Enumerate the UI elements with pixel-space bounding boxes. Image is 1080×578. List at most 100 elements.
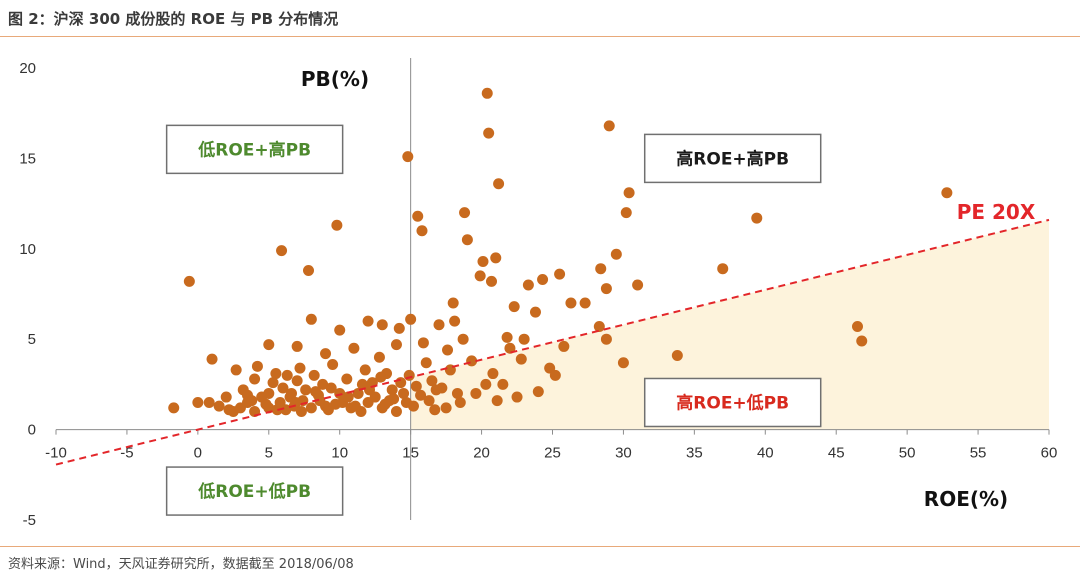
data-point <box>320 348 332 360</box>
data-point <box>276 245 288 257</box>
data-point <box>291 340 303 352</box>
data-point <box>415 389 427 401</box>
data-point <box>565 297 577 309</box>
data-point <box>851 321 863 333</box>
data-point <box>593 321 605 333</box>
data-point <box>260 398 272 410</box>
quadrant-label-box: 低ROE+低PB <box>165 466 344 516</box>
title-divider <box>0 36 1080 37</box>
data-point <box>390 406 402 418</box>
x-tick-label: 10 <box>331 445 348 462</box>
y-tick-label: 0 <box>28 422 36 439</box>
data-point <box>433 319 445 331</box>
quadrant-box-frame <box>643 377 822 428</box>
data-point <box>331 219 343 231</box>
data-point <box>263 339 275 351</box>
quadrant-box-frame <box>643 133 822 184</box>
data-point <box>277 382 289 394</box>
data-point <box>334 324 346 336</box>
y-axis-title: PB(%) <box>301 67 369 91</box>
data-point <box>220 391 232 403</box>
data-point <box>417 337 429 349</box>
data-point <box>281 369 293 381</box>
data-point <box>856 335 868 347</box>
data-point <box>223 404 235 416</box>
quadrant-label-box: 高ROE+低PB <box>643 377 822 428</box>
x-tick-label: 0 <box>194 445 202 462</box>
x-tick-label: 35 <box>686 445 703 462</box>
data-point <box>511 391 523 403</box>
data-point <box>407 400 419 412</box>
data-point <box>379 398 391 410</box>
data-point <box>325 382 337 394</box>
data-point <box>295 406 307 418</box>
data-point <box>623 187 635 199</box>
data-point <box>327 359 339 371</box>
data-point <box>515 353 527 365</box>
data-point <box>671 349 683 361</box>
data-point <box>497 378 509 390</box>
source-divider <box>0 546 1080 547</box>
data-point <box>183 275 195 287</box>
data-point <box>493 178 505 190</box>
x-tick-label: -5 <box>120 445 133 462</box>
data-point <box>294 362 306 374</box>
data-point <box>270 368 282 380</box>
x-tick-label: 40 <box>757 445 774 462</box>
data-point <box>362 315 374 327</box>
y-tick-label: 5 <box>28 331 36 348</box>
data-point <box>246 395 258 407</box>
data-point <box>508 301 520 313</box>
data-point <box>454 396 466 408</box>
data-point <box>402 151 414 163</box>
data-point <box>483 127 495 139</box>
quadrant-label-text: 高ROE+高PB <box>676 148 789 169</box>
data-point <box>403 369 415 381</box>
data-point <box>451 387 463 399</box>
data-point <box>504 342 516 354</box>
data-point <box>480 378 492 390</box>
data-point <box>632 279 644 291</box>
data-point <box>426 375 438 387</box>
data-point <box>579 297 591 309</box>
data-point <box>600 283 612 295</box>
data-point <box>373 351 385 363</box>
y-tick-label: -5 <box>23 512 36 529</box>
data-point <box>405 313 417 325</box>
quadrant-box-frame <box>165 466 344 516</box>
data-point <box>491 395 503 407</box>
x-tick-label: 55 <box>970 445 987 462</box>
data-point <box>487 368 499 380</box>
data-point <box>341 373 353 385</box>
quadrant-box-frame <box>165 124 344 175</box>
pe-dashed-line <box>55 218 1050 466</box>
data-point <box>329 398 341 410</box>
data-point <box>558 340 570 352</box>
data-point <box>352 387 364 399</box>
x-tick-label: 25 <box>544 445 561 462</box>
data-point <box>303 264 315 276</box>
data-point <box>213 400 225 412</box>
data-point <box>474 270 486 282</box>
data-point <box>317 378 329 390</box>
data-point <box>420 357 432 369</box>
data-point <box>359 364 371 376</box>
quadrant-labels: 低ROE+高PB 高ROE+高PB 高ROE+低PB 低ROE+低PB <box>165 124 822 516</box>
data-point <box>375 371 387 383</box>
data-point <box>470 387 482 399</box>
data-point <box>457 333 469 345</box>
data-point <box>203 396 215 408</box>
data-point <box>249 373 261 385</box>
data-point <box>442 344 454 356</box>
data-point <box>447 297 459 309</box>
data-point <box>291 375 303 387</box>
scatter-points <box>168 87 953 418</box>
data-point <box>429 404 441 416</box>
x-tick-label: -10 <box>45 445 67 462</box>
data-point <box>554 268 566 280</box>
quadrant-label-text: 低ROE+高PB <box>197 139 311 160</box>
data-point <box>751 212 763 224</box>
data-point <box>440 402 452 414</box>
data-point <box>285 387 297 399</box>
quadrant-label-text: 低ROE+低PB <box>197 481 311 502</box>
